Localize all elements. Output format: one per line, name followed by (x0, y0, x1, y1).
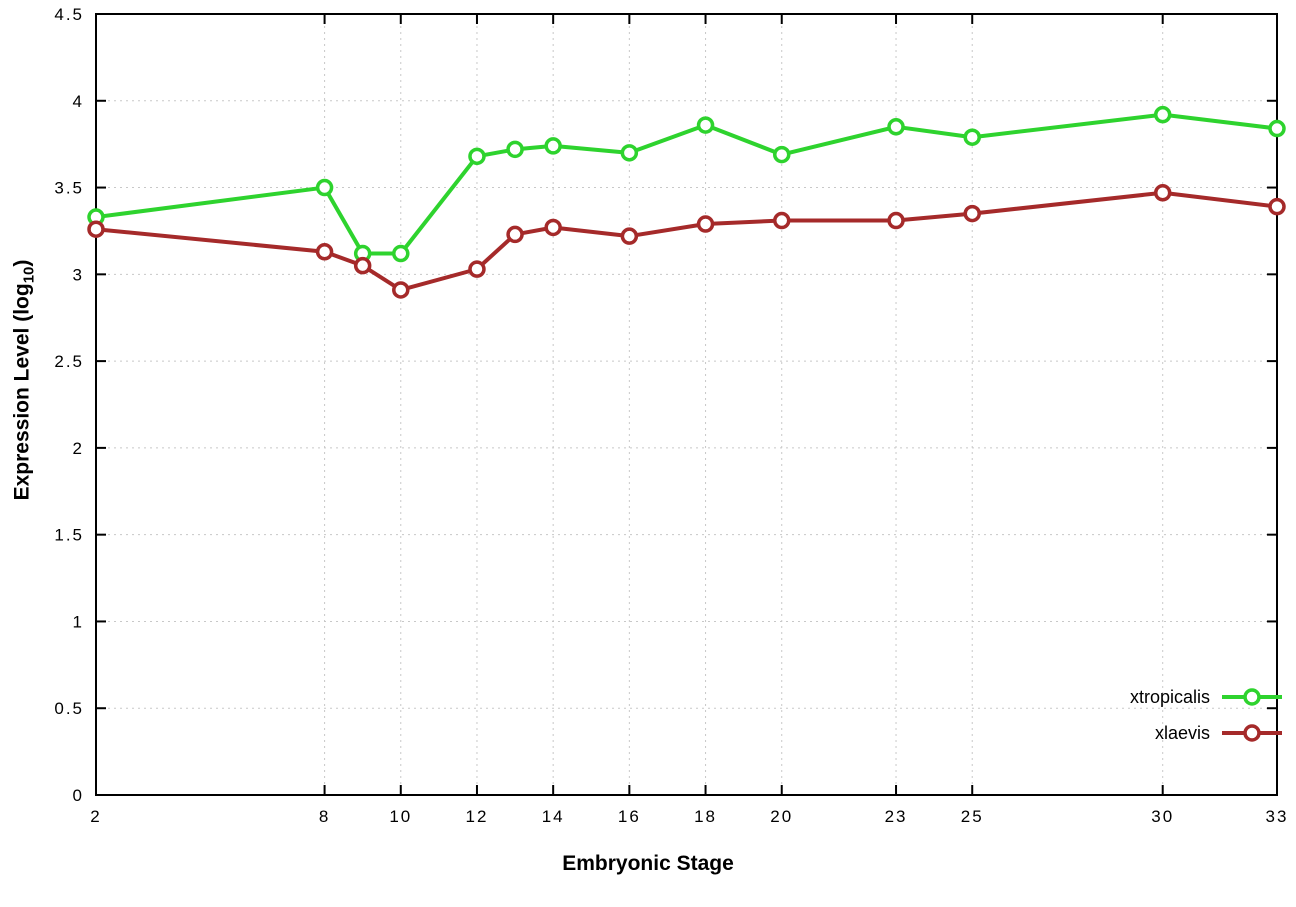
svg-text:30: 30 (1151, 807, 1174, 826)
svg-text:3: 3 (73, 265, 84, 284)
legend: xtropicalis xlaevis (1130, 686, 1284, 744)
svg-text:10: 10 (389, 807, 412, 826)
svg-text:4.5: 4.5 (54, 5, 84, 24)
svg-text:0.5: 0.5 (54, 699, 84, 718)
legend-label-xlaevis: xlaevis (1154, 722, 1210, 743)
legend-sample-xlaevis (1222, 724, 1282, 742)
svg-text:4: 4 (73, 92, 84, 111)
svg-text:2: 2 (73, 439, 84, 458)
svg-text:8: 8 (319, 807, 330, 826)
svg-text:14: 14 (542, 807, 565, 826)
y-axis-label-subscript: 10 (20, 266, 38, 284)
svg-text:2: 2 (90, 807, 101, 826)
svg-text:33: 33 (1266, 807, 1289, 826)
svg-text:16: 16 (618, 807, 641, 826)
y-axis-label: Expression Level (log10) (11, 260, 38, 501)
svg-text:20: 20 (770, 807, 793, 826)
y-axis-label-prefix: Expression Level (log (10, 283, 34, 501)
legend-sample-xtropicalis (1222, 688, 1282, 706)
svg-text:1.5: 1.5 (54, 526, 84, 545)
legend-label-xtropicalis: xtropicalis (1129, 686, 1210, 707)
legend-item-xtropicalis: xtropicalis (1130, 686, 1284, 708)
svg-text:23: 23 (885, 807, 908, 826)
svg-text:1: 1 (73, 612, 84, 631)
svg-text:3.5: 3.5 (54, 179, 84, 198)
svg-text:12: 12 (466, 807, 489, 826)
y-axis-label-suffix: ) (10, 259, 34, 267)
x-axis-label: Embryonic Stage (562, 852, 734, 875)
svg-text:18: 18 (694, 807, 717, 826)
legend-item-xlaevis: xlaevis (1155, 722, 1284, 744)
svg-text:25: 25 (961, 807, 984, 826)
svg-text:2.5: 2.5 (54, 352, 84, 371)
svg-text:0: 0 (73, 786, 84, 805)
